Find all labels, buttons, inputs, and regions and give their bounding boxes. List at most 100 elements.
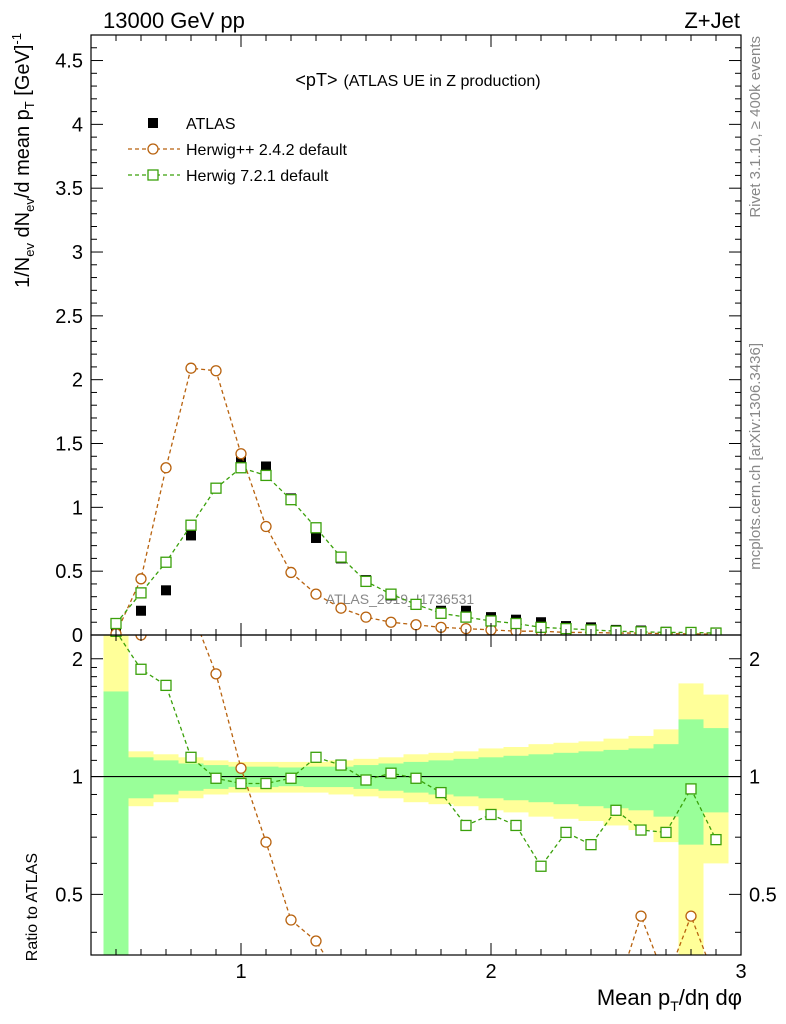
ratio-series (110, 635, 722, 998)
ratio-point-herwig7 (185, 751, 197, 763)
ratio-point-herwigpp (411, 988, 421, 998)
mcplots-text: mcplots.cern.ch [arXiv:1306.3436] (747, 343, 764, 570)
legend-label-atlas: ATLAS (186, 116, 236, 133)
legend-item-atlas: ATLAS (148, 116, 236, 133)
y-tick-label: 0 (72, 625, 83, 647)
chart-title: <pT> (ATLAS UE in Z production) (295, 70, 540, 90)
data-point-herwig7 (310, 522, 322, 534)
data-point-atlas (311, 532, 321, 543)
ratio-y-tick-label-right: 0.5 (749, 884, 777, 906)
ratio-point-herwigpp (210, 668, 222, 680)
y-tick-label: 4 (72, 114, 83, 136)
ratio-point-herwig7 (335, 759, 347, 771)
header-right: Z+Jet (684, 8, 740, 33)
data-point-herwigpp (235, 448, 247, 460)
x-axis-label: Mean pT/dη dφ (597, 985, 742, 1014)
data-point-herwigpp (210, 365, 222, 377)
rivet-version-text: Rivet 3.1.10, ≥ 400k events (747, 36, 764, 218)
band-inner (153, 760, 179, 795)
ratio-point-herwigpp (685, 910, 697, 922)
ratio-point-herwigpp (386, 988, 396, 998)
band-inner (578, 751, 604, 807)
ratio-point-herwig7 (385, 767, 397, 779)
band-inner (628, 748, 654, 811)
x-axis-ticks: 1 2 3 (90, 635, 747, 983)
ratio-point-herwig7 (485, 808, 497, 821)
ratio-point-herwig7 (510, 819, 522, 832)
data-point-herwig7 (285, 494, 297, 506)
ratio-point-herwig7 (260, 777, 272, 790)
legend-marker-herwig7 (147, 169, 159, 181)
band-inner (453, 758, 479, 797)
ratio-point-herwig7 (635, 824, 647, 836)
data-point-herwigpp (135, 573, 147, 585)
x-tick-label: 2 (485, 961, 496, 983)
band-inner (553, 752, 579, 805)
band-inner (478, 757, 504, 799)
main-y-ticks: 0 0.5 1 1.5 2 2.5 3 3.5 4 4.5 (55, 34, 741, 647)
legend-item-herwig7: Herwig 7.2.1 default (128, 168, 329, 185)
ratio-point-herwig7 (560, 826, 572, 839)
ratio-y-tick-label-right: 1 (749, 767, 760, 789)
x-tick-label: 1 (235, 961, 246, 983)
ratio-point-herwig7 (410, 772, 422, 784)
y-tick-label: 2.5 (55, 306, 83, 328)
ratio-point-herwigpp (486, 988, 496, 998)
data-point-herwigpp (410, 619, 422, 631)
data-point-herwig7 (235, 462, 247, 474)
data-point-herwig7 (435, 607, 447, 619)
ratio-point-herwig7 (235, 777, 247, 790)
ratio-point-herwigpp (336, 976, 346, 986)
ratio-point-herwigpp (235, 762, 247, 774)
main-panel: ATLAS_2019_I1736531 0 0.5 1 1.5 2 2.5 3 3.5 4 4.5… (9, 33, 742, 647)
data-point-herwig7 (510, 617, 522, 630)
y-tick-label: 3 (72, 242, 83, 264)
data-point-herwig7 (185, 519, 197, 531)
data-point-herwig7 (460, 611, 472, 623)
ratio-point-herwigpp (260, 836, 272, 848)
ratio-y-axis-label: Ratio to ATLAS (24, 853, 41, 961)
ratio-point-herwigpp (511, 988, 521, 998)
data-point-herwigpp (285, 566, 297, 579)
band-inner (653, 744, 679, 817)
data-point-atlas (161, 585, 171, 596)
data-point-herwig7 (385, 588, 397, 600)
data-point-herwig7 (160, 556, 172, 568)
y-tick-label: 3.5 (55, 178, 83, 200)
data-point-herwigpp (160, 462, 172, 474)
data-point-atlas (136, 605, 146, 616)
ratio-point-herwigpp (586, 988, 596, 998)
uncertainty-bands (103, 635, 729, 955)
ratio-panel: 0.5 0.5 1 1 2 2 1 2 3 Ratio to ATLAS (24, 634, 777, 998)
data-point-herwig7 (135, 587, 147, 599)
ratio-y-tick-label: 0.5 (55, 884, 83, 906)
legend-marker-herwigpp (147, 143, 159, 155)
ratio-y-tick-label: 2 (72, 649, 83, 671)
data-point-herwigpp (310, 588, 322, 600)
band-inner (603, 749, 629, 809)
ratio-point-herwig7 (660, 826, 672, 839)
ratio-y-tick-label: 1 (72, 767, 83, 789)
ratio-point-herwig7 (710, 833, 722, 846)
data-point-atlas (186, 530, 196, 541)
data-point-herwigpp (185, 362, 197, 374)
ratio-point-herwigpp (461, 988, 471, 998)
ratio-point-herwigpp (561, 988, 571, 998)
data-point-herwig7 (360, 575, 372, 588)
y-tick-label: 1.5 (55, 434, 83, 456)
legend-label-herwigpp: Herwig++ 2.4.2 default (186, 142, 348, 159)
ratio-point-herwig7 (210, 772, 222, 784)
ratio-point-herwig7 (685, 783, 697, 795)
analysis-watermark: ATLAS_2019_I1736531 (326, 591, 475, 607)
main-frame (90, 34, 742, 636)
legend-label-herwig7: Herwig 7.2.1 default (186, 168, 329, 185)
ratio-point-herwigpp (285, 914, 297, 926)
ratio-point-herwig7 (585, 838, 597, 851)
ratio-point-herwigpp (310, 935, 322, 947)
data-point-herwigpp (260, 520, 272, 533)
ratio-point-herwig7 (535, 860, 547, 872)
ratio-point-herwig7 (360, 774, 372, 786)
y-tick-label: 1 (72, 497, 83, 519)
data-point-herwigpp (335, 602, 347, 614)
